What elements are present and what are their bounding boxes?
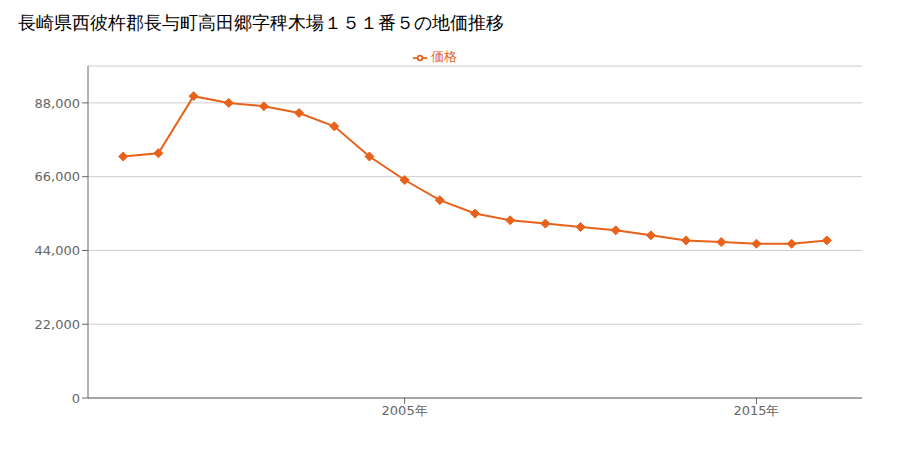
svg-text:22,000: 22,000 <box>35 317 81 332</box>
svg-text:88,000: 88,000 <box>35 96 81 111</box>
svg-text:66,000: 66,000 <box>35 169 81 184</box>
svg-text:44,000: 44,000 <box>35 243 81 258</box>
html-text:価格: 価格 <box>431 49 457 64</box>
svg-text:0: 0 <box>72 391 80 406</box>
svg-text:2015年: 2015年 <box>733 403 779 418</box>
html-text:長崎県西彼杵郡長与町高田郷字稗木場１５１番５の地価推移: 長崎県西彼杵郡長与町高田郷字稗木場１５１番５の地価推移 <box>18 12 504 33</box>
svg-text:2005年: 2005年 <box>382 403 428 418</box>
